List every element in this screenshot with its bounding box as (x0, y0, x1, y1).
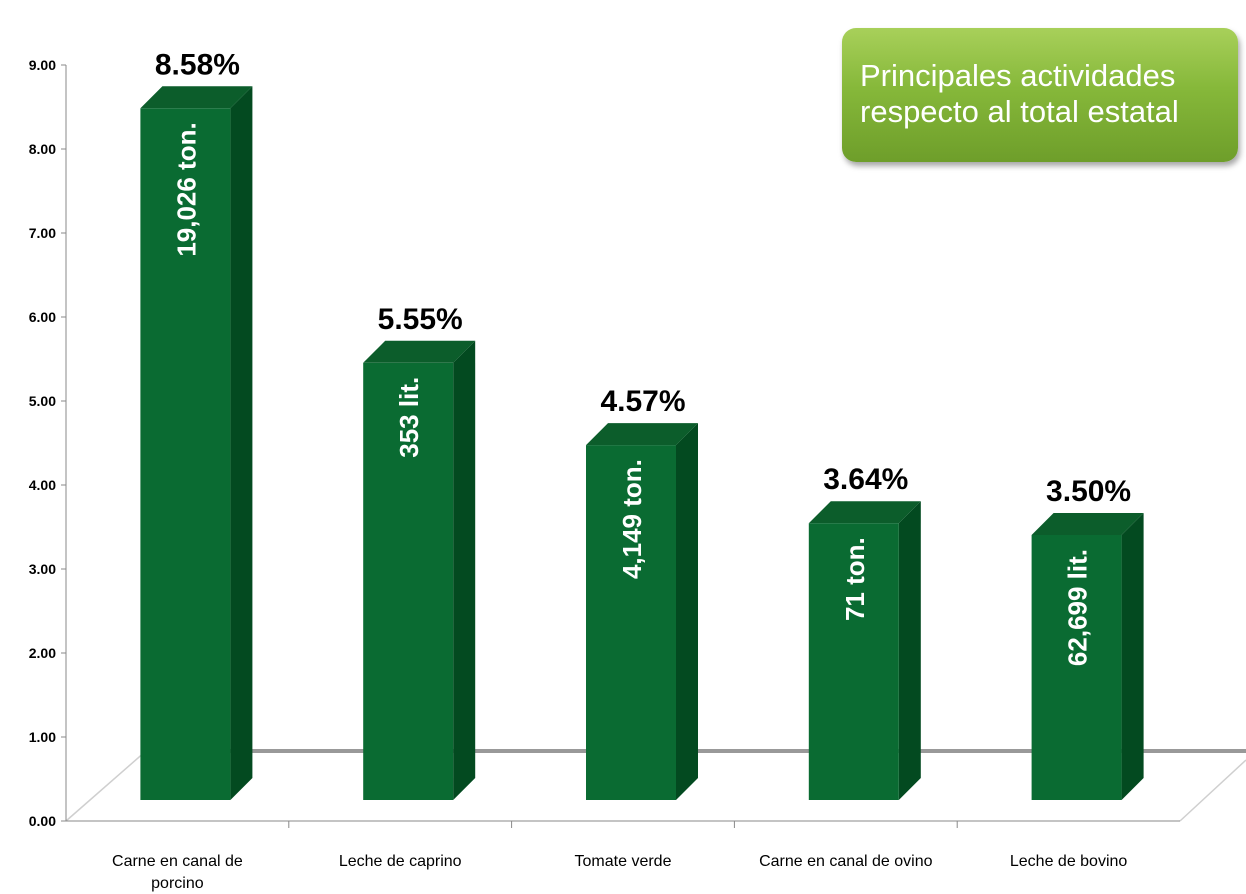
bar: 8.58% 19,026 ton. (140, 48, 253, 800)
bar-side (453, 340, 476, 800)
bar-top (586, 423, 698, 446)
x-category-label: Leche de bovino (1010, 853, 1128, 870)
bar-side (676, 423, 698, 800)
chart-title-box: Principales actividades respecto al tota… (842, 28, 1238, 162)
y-tick-label: 5.00 (29, 393, 56, 409)
bar-inner-label: 71 ton. (840, 537, 870, 621)
x-axis-labels: Carne en canal de porcino Leche de caprino… (112, 853, 1127, 892)
bar: 3.64% 71 ton. (808, 463, 921, 800)
bar-inner-label: 19,026 ton. (171, 122, 201, 256)
y-tick-label: 0.00 (29, 813, 56, 829)
bar: 4.57% 4,149 ton. (586, 385, 698, 800)
y-tick-label: 7.00 (29, 225, 56, 241)
bar-inner-label: 4,149 ton. (617, 459, 647, 579)
x-category-label: porcino (151, 875, 204, 892)
y-tick-label: 9.00 (29, 57, 56, 73)
y-tick-label: 1.00 (29, 729, 56, 745)
chart-title-line-2: respecto al total estatal (860, 94, 1179, 129)
y-axis: 0.00 1.00 2.00 3.00 4.00 5.00 6.00 7.00 8.00 9.00 (29, 57, 1180, 829)
bar-side (898, 501, 921, 800)
bar: 5.55% 353 lit. (363, 303, 476, 800)
bar-front (140, 108, 231, 800)
bar-side (230, 86, 253, 800)
y-tick-label: 2.00 (29, 645, 56, 661)
y-tick-label: 4.00 (29, 477, 56, 493)
bar-top (363, 340, 476, 363)
bar-top (140, 86, 253, 109)
bar-front (586, 445, 676, 800)
bar-front (363, 362, 454, 800)
floor-right-edge (1179, 759, 1246, 822)
bar-inner-label: 353 lit. (394, 377, 424, 458)
y-tick-label: 8.00 (29, 141, 56, 157)
bar: 3.50% 62,699 lit. (1031, 475, 1144, 800)
x-category-label: Leche de caprino (339, 853, 462, 870)
x-category-label: Carne en canal de ovino (759, 853, 933, 870)
bar-front (1031, 535, 1122, 800)
bar-top (808, 501, 921, 524)
bar-value-label: 3.64% (823, 463, 908, 496)
floor-left-edge (65, 750, 147, 822)
bar-value-label: 5.55% (378, 303, 463, 336)
bar-inner-label: 62,699 lit. (1063, 549, 1093, 666)
x-category-label: Carne en canal de (112, 853, 243, 870)
bars: 8.58% 19,026 ton. 5.55% 353 lit. 4.57% 4,149 … (140, 48, 1144, 800)
y-tick-label: 3.00 (29, 561, 56, 577)
bar-value-label: 8.58% (155, 48, 240, 81)
bar-front (808, 523, 899, 800)
bar-side (1121, 513, 1144, 800)
chart-title-line-1: Principales actividades (860, 58, 1176, 93)
bar-value-label: 3.50% (1046, 475, 1131, 508)
y-tick-label: 6.00 (29, 309, 56, 325)
x-category-label: Tomate verde (575, 853, 672, 870)
bar-top (1031, 513, 1144, 535)
bar-value-label: 4.57% (600, 385, 685, 418)
